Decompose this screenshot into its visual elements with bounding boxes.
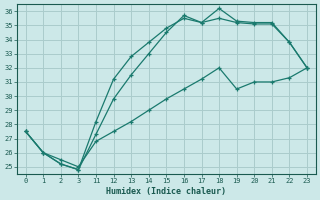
- X-axis label: Humidex (Indice chaleur): Humidex (Indice chaleur): [106, 187, 226, 196]
